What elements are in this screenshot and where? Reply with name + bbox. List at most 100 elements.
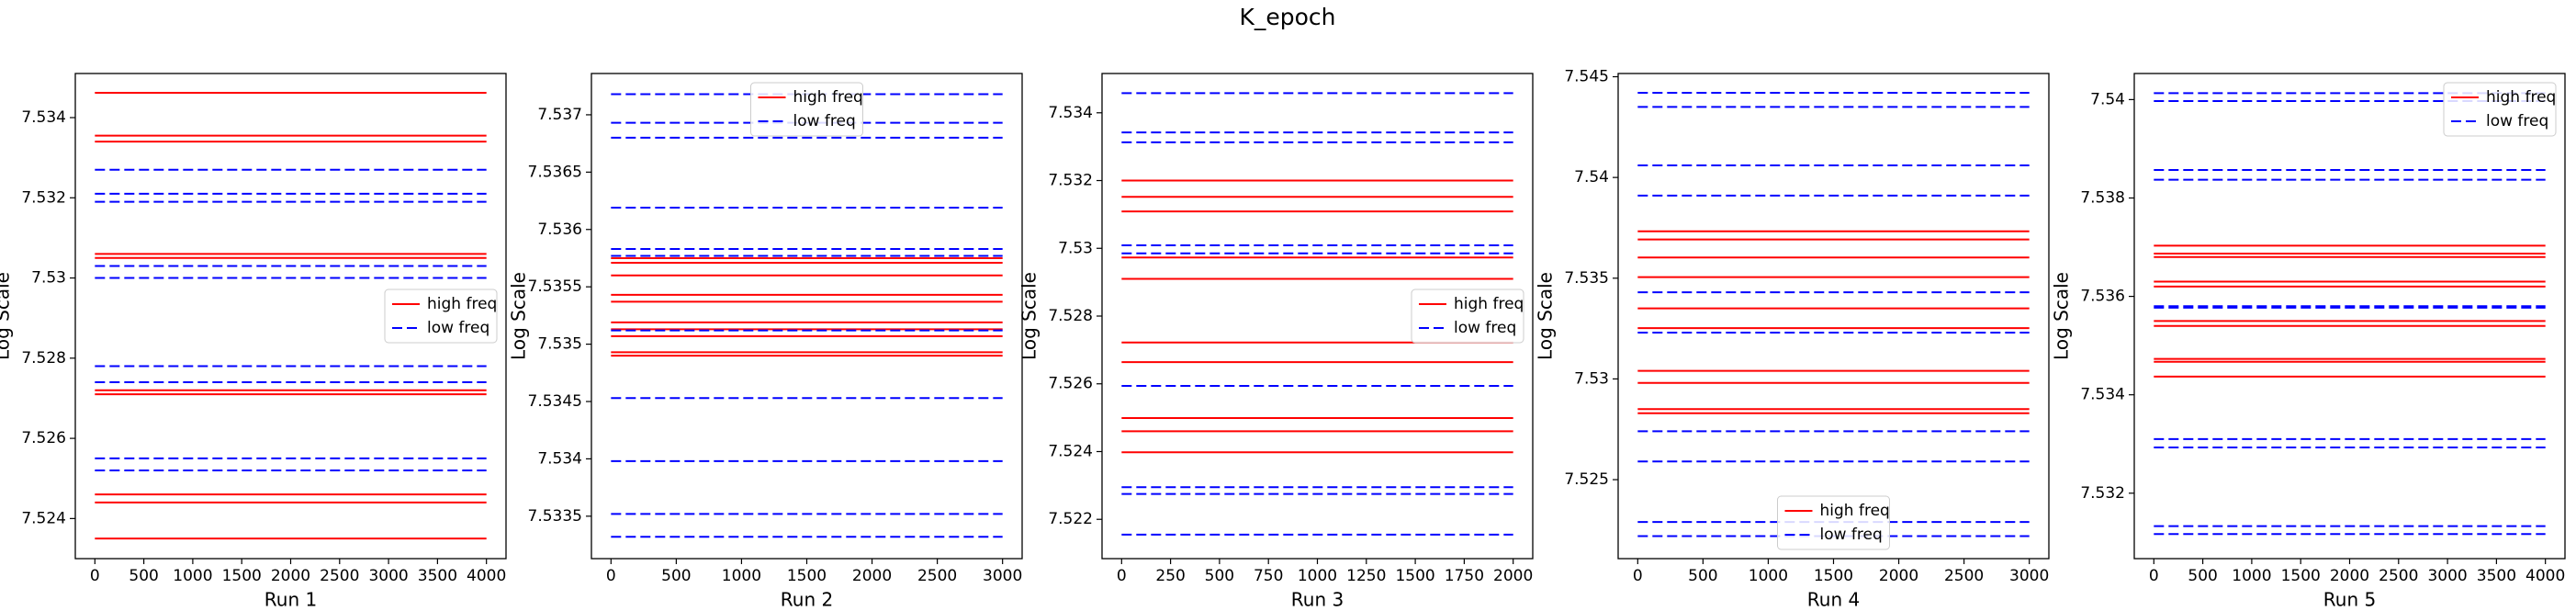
- x-tick-label: 0: [606, 567, 616, 585]
- x-tick-label: 3000: [368, 567, 408, 585]
- y-tick-label: 7.538: [2080, 188, 2125, 207]
- x-tick-label: 3500: [2477, 567, 2516, 585]
- subplot: 0 500 1000 1500 2000 2500 3000 7.5335 7.534 7.534…: [508, 73, 1023, 611]
- y-tick-label: 7.525: [1564, 470, 1609, 489]
- x-tick-label: 0: [2149, 567, 2159, 585]
- y-axis-label: Log Scale: [2051, 272, 2073, 360]
- y-axis-label: Log Scale: [1535, 272, 1557, 360]
- y-tick-label: 7.5345: [528, 392, 582, 411]
- y-tick-label: 7.535: [1564, 269, 1609, 288]
- y-tick-label: 7.53: [31, 269, 66, 288]
- legend: high freq low freq: [2443, 82, 2557, 137]
- y-axis-label: Log Scale: [1018, 272, 1041, 360]
- legend-label: high freq: [1820, 502, 1890, 520]
- x-axis-label: Run 1: [264, 589, 317, 611]
- y-tick-label: 7.524: [21, 509, 66, 527]
- y-tick-label: 7.535: [537, 335, 582, 354]
- x-tick-label: 500: [1688, 567, 1717, 585]
- y-tick-label: 7.532: [2080, 484, 2125, 503]
- x-tick-label: 3000: [2427, 567, 2467, 585]
- plot-frame: [2133, 73, 2566, 560]
- legend: high freq low freq: [1777, 495, 1890, 550]
- x-tick-label: 1500: [222, 567, 262, 585]
- plot-frame: [1617, 73, 2050, 560]
- x-tick-label: 2000: [852, 567, 892, 585]
- x-axis-label: Run 2: [781, 589, 833, 611]
- y-tick-label: 7.536: [537, 221, 582, 239]
- x-tick-label: 1500: [787, 567, 827, 585]
- y-tick-label: 7.532: [21, 188, 66, 207]
- legend-label: low freq: [427, 319, 489, 337]
- subplot: 0 500 1000 1500 2000 2500 3000 7.525 7.53 7.535 7.…: [1535, 68, 2050, 611]
- x-tick-label: 1000: [1298, 567, 1337, 585]
- legend-box: [1777, 495, 1890, 550]
- y-tick-label: 7.54: [2090, 90, 2125, 108]
- x-tick-label: 2500: [320, 567, 359, 585]
- y-tick-label: 7.534: [2080, 386, 2125, 404]
- legend-box: [1411, 289, 1524, 344]
- legend-box: [2443, 82, 2557, 137]
- x-tick-label: 2000: [2330, 567, 2369, 585]
- x-tick-label: 2000: [1493, 567, 1533, 585]
- legend-label: low freq: [1820, 526, 1883, 544]
- x-axis-label: Run 5: [2323, 589, 2376, 611]
- x-axis-label: Run 4: [1807, 589, 1860, 611]
- legend-label: low freq: [1454, 319, 1516, 337]
- x-tick-label: 1500: [1814, 567, 1853, 585]
- x-tick-label: 250: [1155, 567, 1185, 585]
- x-tick-label: 2500: [1944, 567, 1984, 585]
- x-tick-label: 1500: [2281, 567, 2321, 585]
- x-tick-label: 2500: [917, 567, 957, 585]
- y-tick-label: 7.5335: [528, 507, 582, 526]
- x-tick-label: 2500: [2379, 567, 2418, 585]
- x-tick-label: 3500: [418, 567, 457, 585]
- y-tick-label: 7.534: [21, 108, 66, 127]
- x-tick-label: 1750: [1445, 567, 1484, 585]
- legend-label: high freq: [2486, 88, 2556, 107]
- y-tick-label: 7.536: [2080, 288, 2125, 306]
- y-tick-label: 7.524: [1048, 442, 1093, 460]
- y-tick-label: 7.5355: [528, 277, 582, 296]
- y-tick-label: 7.534: [1048, 104, 1093, 122]
- y-axis-label: Log Scale: [508, 272, 530, 360]
- x-tick-label: 0: [1633, 567, 1643, 585]
- x-tick-label: 500: [661, 567, 691, 585]
- subplot: 0 500 1000 1500 2000 2500 3000 3500 4000 7.532 7.5…: [2051, 73, 2566, 611]
- legend: high freq low freq: [1411, 289, 1524, 344]
- legend-label: low freq: [2486, 112, 2548, 130]
- x-tick-label: 750: [1254, 567, 1283, 585]
- legend-box: [384, 289, 498, 344]
- x-axis-label: Run 3: [1291, 589, 1344, 611]
- y-tick-label: 7.534: [537, 449, 582, 468]
- y-tick-label: 7.526: [21, 429, 66, 447]
- x-tick-label: 1000: [722, 567, 761, 585]
- x-tick-label: 500: [129, 567, 158, 585]
- y-tick-label: 7.53: [1058, 239, 1093, 257]
- y-tick-label: 7.53: [1574, 369, 1609, 388]
- x-tick-label: 3000: [983, 567, 1022, 585]
- x-tick-label: 4000: [467, 567, 506, 585]
- legend: high freq low freq: [750, 82, 863, 137]
- y-tick-label: 7.54: [1574, 168, 1609, 187]
- legend-label: low freq: [793, 112, 856, 130]
- plot-frame: [591, 73, 1023, 560]
- legend-label: high freq: [793, 88, 863, 107]
- y-tick-label: 7.537: [537, 106, 582, 124]
- x-tick-label: 3000: [2009, 567, 2049, 585]
- x-tick-label: 500: [1205, 567, 1234, 585]
- y-tick-label: 7.532: [1048, 172, 1093, 190]
- x-tick-label: 2000: [1879, 567, 1918, 585]
- x-tick-label: 1250: [1346, 567, 1386, 585]
- x-tick-label: 0: [90, 567, 100, 585]
- x-tick-label: 1000: [1749, 567, 1788, 585]
- figure-title: K_epoch: [1239, 4, 1335, 30]
- x-tick-label: 1500: [1395, 567, 1434, 585]
- y-tick-label: 7.522: [1048, 510, 1093, 528]
- legend-label: high freq: [427, 295, 497, 313]
- x-tick-label: 2000: [271, 567, 310, 585]
- y-tick-label: 7.545: [1564, 68, 1609, 86]
- legend: high freq low freq: [384, 289, 498, 344]
- x-tick-label: 500: [2188, 567, 2217, 585]
